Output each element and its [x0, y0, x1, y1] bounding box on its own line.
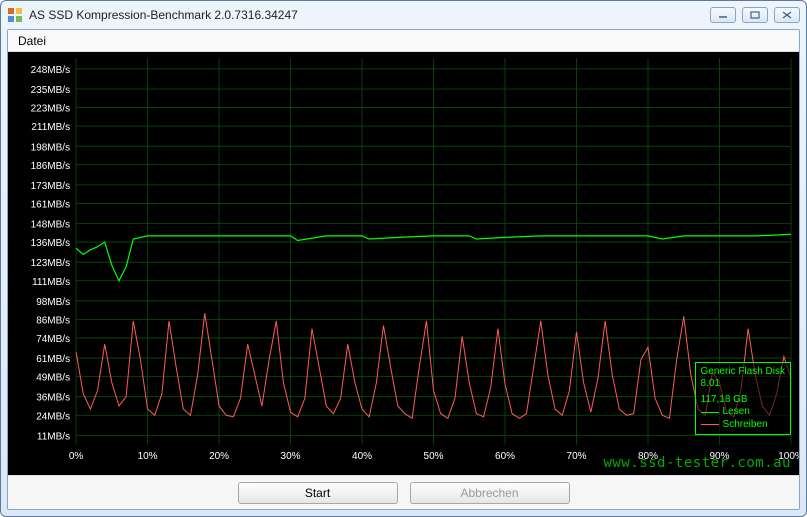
chart-area: 11MB/s 24MB/s 36MB/s 49MB/s 61MB/s 74MB/s 86MB…	[8, 52, 799, 475]
legend-write-swatch	[701, 424, 719, 425]
svg-text:86MB/s: 86MB/s	[36, 315, 70, 326]
svg-text:98MB/s: 98MB/s	[36, 297, 70, 308]
benchmark-chart: 11MB/s 24MB/s 36MB/s 49MB/s 61MB/s 74MB/s 86MB…	[8, 52, 799, 475]
svg-text:50%: 50%	[424, 451, 444, 462]
legend-read-swatch	[701, 412, 719, 413]
svg-text:223MB/s: 223MB/s	[31, 104, 70, 115]
maximize-icon	[750, 11, 760, 19]
svg-text:36MB/s: 36MB/s	[36, 393, 70, 404]
legend-write-row: Schreiben	[701, 419, 785, 432]
close-icon	[782, 11, 792, 19]
svg-text:148MB/s: 148MB/s	[31, 220, 70, 231]
svg-text:100%: 100%	[778, 451, 799, 462]
window-title: AS SSD Kompression-Benchmark 2.0.7316.34…	[29, 8, 710, 22]
svg-text:80%: 80%	[638, 451, 658, 462]
svg-text:11MB/s: 11MB/s	[37, 431, 70, 442]
svg-text:49MB/s: 49MB/s	[36, 373, 70, 384]
svg-text:235MB/s: 235MB/s	[31, 85, 70, 96]
svg-text:90%: 90%	[709, 451, 729, 462]
maximize-button[interactable]	[742, 7, 768, 23]
svg-text:198MB/s: 198MB/s	[31, 142, 70, 153]
svg-text:186MB/s: 186MB/s	[31, 161, 70, 172]
svg-text:30%: 30%	[281, 451, 301, 462]
svg-text:111MB/s: 111MB/s	[32, 277, 70, 288]
menubar: Datei	[8, 30, 799, 52]
svg-text:74MB/s: 74MB/s	[36, 334, 70, 345]
legend-disk-version: 8.01	[701, 378, 785, 391]
svg-text:10%: 10%	[138, 451, 158, 462]
svg-text:136MB/s: 136MB/s	[31, 238, 70, 249]
app-window: AS SSD Kompression-Benchmark 2.0.7316.34…	[0, 0, 807, 517]
svg-text:161MB/s: 161MB/s	[31, 199, 70, 210]
close-button[interactable]	[774, 7, 800, 23]
svg-text:173MB/s: 173MB/s	[31, 181, 70, 192]
titlebar: AS SSD Kompression-Benchmark 2.0.7316.34…	[1, 1, 806, 29]
svg-text:60%: 60%	[495, 451, 515, 462]
chart-legend: Generic Flash Disk 8.01 117,18 GB Lesen …	[695, 362, 791, 436]
svg-text:24MB/s: 24MB/s	[36, 411, 70, 422]
svg-text:0%: 0%	[69, 451, 84, 462]
svg-text:20%: 20%	[209, 451, 229, 462]
minimize-button[interactable]	[710, 7, 736, 23]
app-icon	[7, 7, 23, 23]
window-controls	[710, 7, 800, 23]
legend-write-label: Schreiben	[723, 419, 768, 432]
client-area: Datei 11MB/s 24MB/s 36MB/s 49MB/s 61MB/s 74MB…	[7, 29, 800, 510]
legend-read-label: Lesen	[723, 406, 750, 419]
legend-disk-size: 117,18 GB	[701, 394, 785, 407]
svg-text:211MB/s: 211MB/s	[31, 122, 70, 133]
start-button[interactable]: Start	[238, 482, 398, 504]
svg-text:70%: 70%	[567, 451, 587, 462]
svg-text:123MB/s: 123MB/s	[31, 258, 70, 269]
button-row: Start Abbrechen	[8, 475, 799, 509]
svg-text:61MB/s: 61MB/s	[36, 354, 70, 365]
minimize-icon	[718, 11, 728, 19]
svg-text:248MB/s: 248MB/s	[31, 65, 70, 76]
svg-text:40%: 40%	[352, 451, 372, 462]
legend-disk-name: Generic Flash Disk	[701, 366, 785, 379]
legend-read-row: Lesen	[701, 406, 785, 419]
menu-datei[interactable]: Datei	[8, 30, 56, 51]
abort-button[interactable]: Abbrechen	[410, 482, 570, 504]
